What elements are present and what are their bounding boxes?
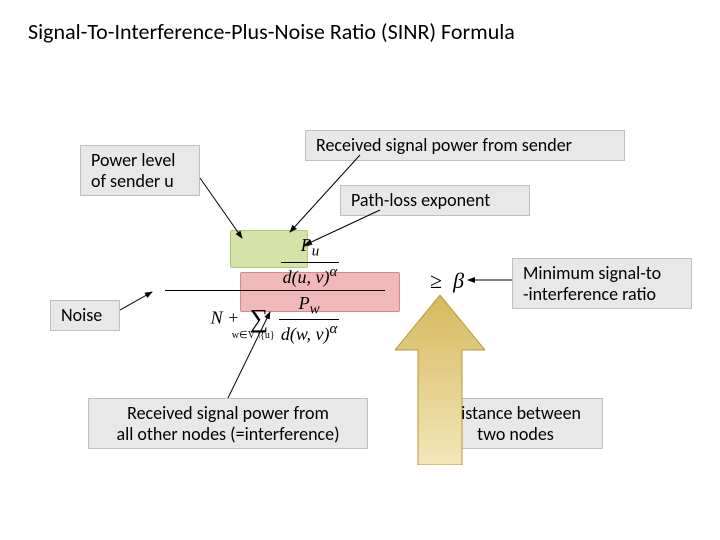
arrow-noise	[120, 292, 152, 310]
connector-arrows	[0, 0, 720, 540]
arrow-received-signal	[290, 155, 360, 232]
arrow-power-level	[200, 178, 242, 238]
arrow-pathloss	[305, 210, 380, 245]
arrow-interference	[228, 312, 270, 398]
distance-big-arrow-icon	[395, 295, 485, 465]
